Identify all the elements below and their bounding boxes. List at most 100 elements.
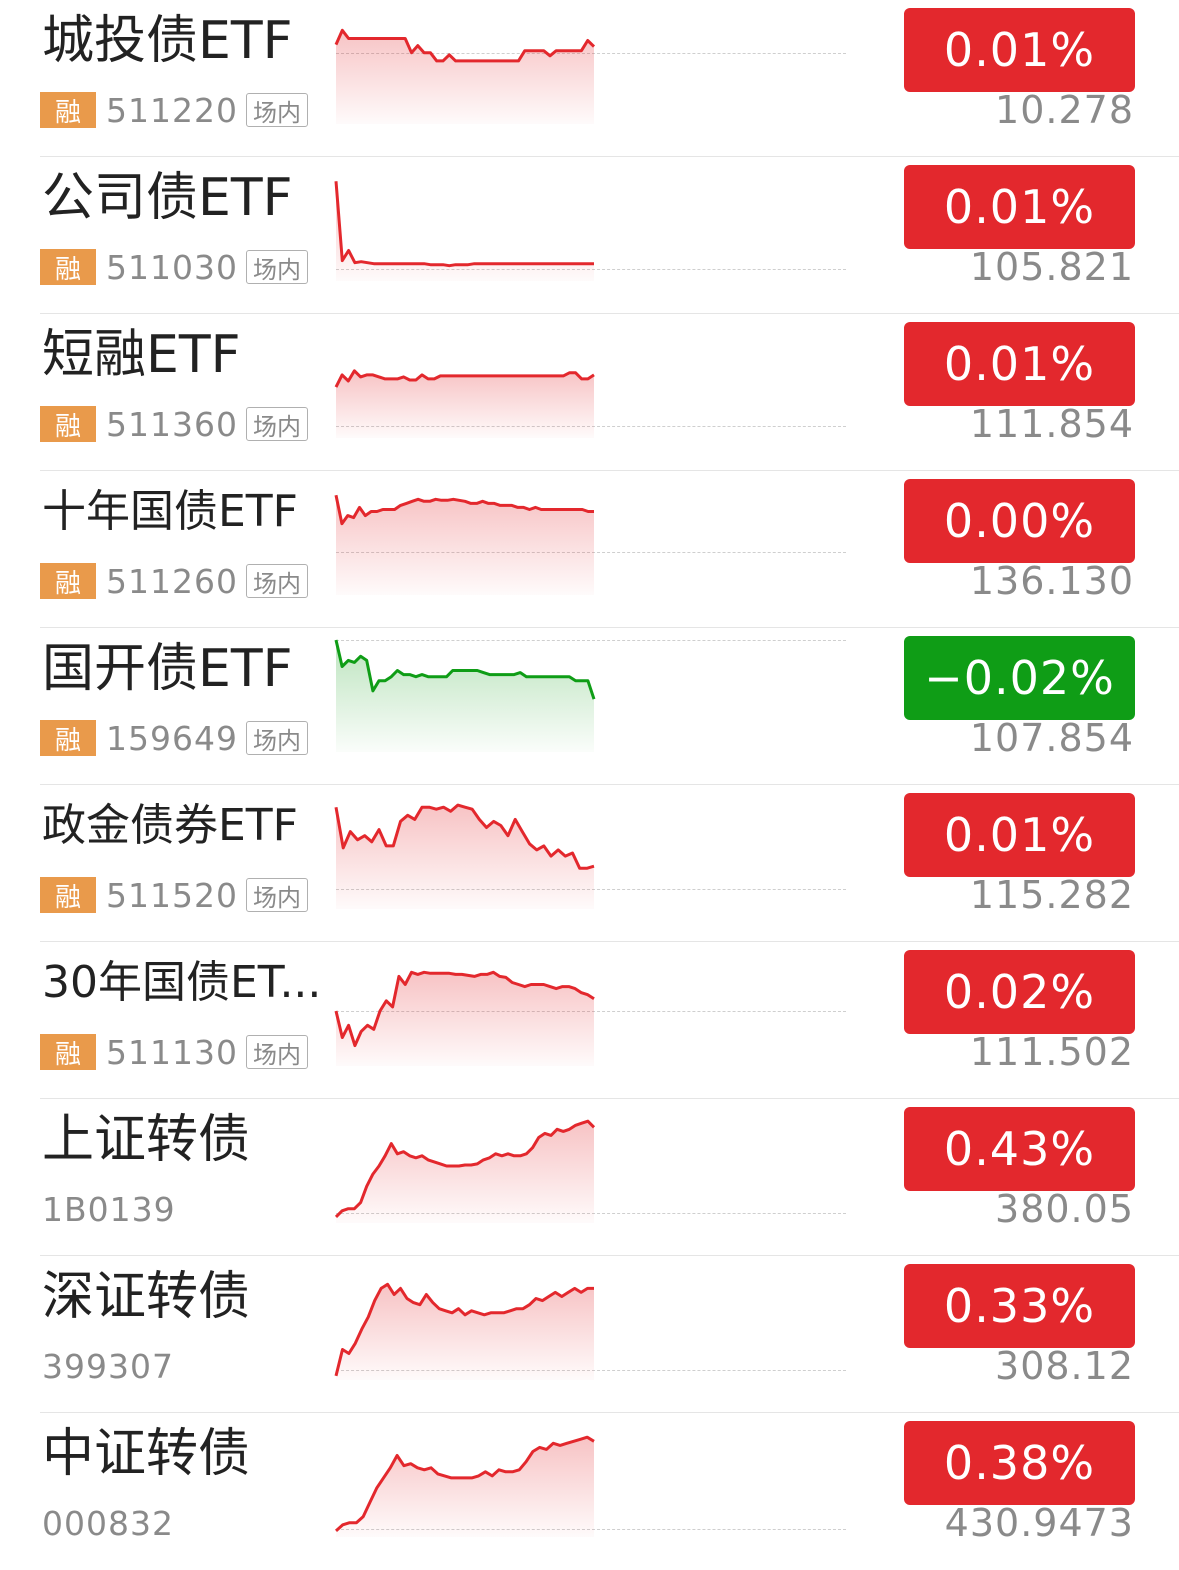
sparkline-area [336,805,594,909]
security-meta: 融 511360 场内 [40,404,308,444]
intraday-sparkline [334,369,595,438]
sparkline-area [336,1437,594,1537]
quote-row[interactable]: 上证转债 1B0139 0.43% 380.05 [0,1099,1179,1256]
security-name: 上证转债 [42,1110,251,1170]
sparkline-area [336,370,594,438]
intraday-sparkline [334,803,595,909]
quote-row[interactable]: 深证转债 399307 0.33% 308.12 [0,1256,1179,1413]
exchange-tag: 场内 [245,878,308,912]
sparkline-line [334,1119,596,1218]
sparkline-line [334,639,596,700]
margin-trading-badge: 融 [40,720,96,756]
change-percent-badge[interactable]: 0.01% [904,322,1135,406]
last-price: 107.854 [969,716,1134,760]
security-code: 159649 [106,718,238,758]
prev-close-line [336,640,846,641]
intraday-sparkline [334,28,596,124]
quote-row[interactable]: 公司债ETF 融 511030 场内 0.01% 105.821 [0,157,1179,314]
security-code: 511260 [106,561,238,601]
row-divider [40,1255,1179,1256]
change-percent-badge[interactable]: 0.02% [904,950,1135,1034]
quote-row[interactable]: 城投债ETF 融 511220 场内 0.01% 10.278 [0,0,1179,157]
sparkline-area [336,1284,594,1380]
last-price: 10.278 [995,88,1134,132]
security-meta: 融 511520 场内 [40,875,308,915]
sparkline-line [334,1282,594,1377]
security-name: 十年国债ETF [42,486,298,537]
sparkline-area [336,495,594,595]
margin-trading-badge: 融 [40,92,96,128]
sparkline-area [336,640,594,752]
sparkline-area [336,972,594,1066]
quote-row[interactable]: 十年国债ETF 融 511260 场内 0.00% 136.130 [0,471,1179,628]
sparkline-line [334,369,595,388]
row-divider [40,313,1179,314]
security-code: 399307 [42,1346,174,1386]
sparkline-line [334,494,594,526]
row-divider [40,156,1179,157]
exchange-tag: 场内 [245,1035,308,1069]
intraday-sparkline [334,1119,596,1223]
change-percent-badge[interactable]: 0.33% [904,1264,1135,1348]
change-percent-badge[interactable]: 0.01% [904,8,1135,92]
security-meta: 融 159649 场内 [40,718,308,758]
intraday-sparkline [334,1282,594,1380]
exchange-tag: 场内 [245,407,308,441]
change-percent-badge[interactable]: 0.00% [904,479,1135,563]
security-code: 511220 [106,90,238,130]
security-name: 城投债ETF [42,11,293,71]
security-code: 511130 [106,1032,238,1072]
sparkline-line [334,181,594,268]
sparkline-line [334,28,596,63]
margin-trading-badge: 融 [40,1034,96,1070]
last-price: 115.282 [969,873,1134,917]
exchange-tag: 场内 [245,250,308,284]
security-meta: 融 511220 场内 [40,90,308,130]
intraday-sparkline [334,494,594,595]
margin-trading-badge: 融 [40,249,96,285]
security-name: 公司债ETF [42,168,293,228]
margin-trading-badge: 融 [40,877,96,913]
security-meta: 融 511030 场内 [40,247,308,287]
security-code: 511030 [106,247,238,287]
row-divider [40,470,1179,471]
row-divider [40,784,1179,785]
security-name: 政金债券ETF [42,800,298,851]
sparkline-line [334,970,595,1048]
row-divider [40,627,1179,628]
quote-row[interactable]: 短融ETF 融 511360 场内 0.01% 111.854 [0,314,1179,471]
security-name: 国开债ETF [42,639,293,699]
security-meta: 000832 [42,1503,174,1543]
margin-trading-badge: 融 [40,406,96,442]
intraday-sparkline [334,181,594,281]
quote-row[interactable]: 30年国债ET... 融 511130 场内 0.02% 111.502 [0,942,1179,1099]
row-divider [40,941,1179,942]
exchange-tag: 场内 [245,721,308,755]
security-code: 511520 [106,875,238,915]
security-meta: 399307 [42,1346,174,1386]
sparkline-area [336,1121,594,1223]
row-divider [40,1098,1179,1099]
change-percent-badge[interactable]: 0.01% [904,793,1135,877]
change-percent-badge[interactable]: 0.43% [904,1107,1135,1191]
quote-row[interactable]: 国开债ETF 融 159649 场内 −0.02% 107.854 [0,628,1179,785]
security-name: 中证转债 [42,1424,251,1484]
security-code: 1B0139 [42,1189,176,1229]
quote-row[interactable]: 政金债券ETF 融 511520 场内 0.01% 115.282 [0,785,1179,942]
security-code: 511360 [106,404,238,444]
change-percent-badge[interactable]: −0.02% [904,636,1135,720]
change-percent-badge[interactable]: 0.38% [904,1421,1135,1505]
security-name: 30年国债ET... [42,957,322,1008]
security-meta: 融 511130 场内 [40,1032,308,1072]
security-meta: 1B0139 [42,1189,176,1229]
sparkline-area [336,181,594,281]
change-percent-badge[interactable]: 0.01% [904,165,1135,249]
last-price: 111.854 [969,402,1134,446]
quote-row[interactable]: 中证转债 000832 0.38% 430.9473 [0,1413,1179,1570]
security-name: 短融ETF [42,325,241,385]
security-meta: 融 511260 场内 [40,561,308,601]
sparkline-line [334,1435,595,1533]
last-price: 136.130 [969,559,1134,603]
last-price: 111.502 [969,1030,1134,1074]
intraday-sparkline [334,970,595,1066]
